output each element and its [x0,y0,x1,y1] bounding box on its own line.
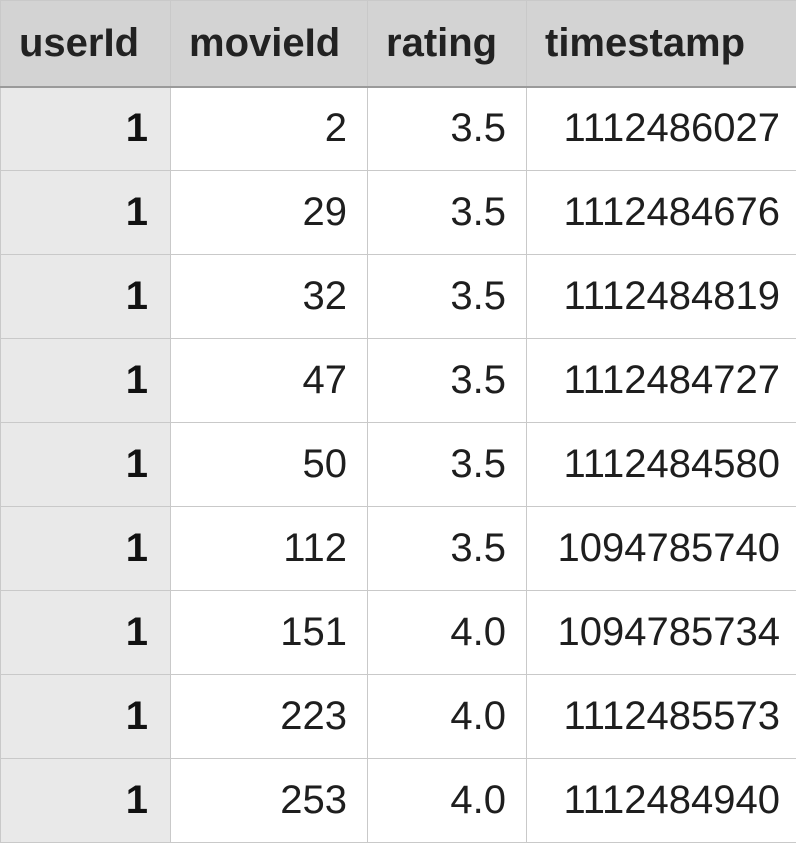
table-row: 1 50 3.5 1112484580 [0,422,796,507]
cell-timestamp: 1112484819 [526,254,796,339]
cell-rating: 4.0 [367,674,527,759]
column-header-timestamp: timestamp [526,0,796,88]
cell-userid: 1 [0,170,171,255]
cell-movieid: 253 [170,758,368,843]
cell-userid: 1 [0,86,171,171]
table-row: 1 29 3.5 1112484676 [0,170,796,255]
table-row: 1 253 4.0 1112484940 [0,758,796,843]
cell-timestamp: 1112486027 [526,86,796,171]
cell-movieid: 151 [170,590,368,675]
column-header-movieid: movieId [170,0,368,88]
table-row: 1 112 3.5 1094785740 [0,506,796,591]
cell-timestamp: 1112485573 [526,674,796,759]
cell-userid: 1 [0,338,171,423]
cell-timestamp: 1112484940 [526,758,796,843]
cell-userid: 1 [0,590,171,675]
cell-userid: 1 [0,254,171,339]
table-row: 1 151 4.0 1094785734 [0,590,796,675]
table-header: userId movieId rating timestamp [0,0,796,88]
cell-rating: 4.0 [367,758,527,843]
cell-userid: 1 [0,758,171,843]
cell-movieid: 2 [170,86,368,171]
table-row: 1 223 4.0 1112485573 [0,674,796,759]
cell-rating: 3.5 [367,170,527,255]
table-row: 1 47 3.5 1112484727 [0,338,796,423]
column-header-rating: rating [367,0,527,88]
cell-userid: 1 [0,506,171,591]
header-row: userId movieId rating timestamp [0,0,796,88]
cell-rating: 4.0 [367,590,527,675]
cell-movieid: 223 [170,674,368,759]
cell-userid: 1 [0,422,171,507]
cell-rating: 3.5 [367,422,527,507]
cell-movieid: 32 [170,254,368,339]
cell-movieid: 29 [170,170,368,255]
cell-movieid: 50 [170,422,368,507]
cell-movieid: 112 [170,506,368,591]
cell-timestamp: 1094785740 [526,506,796,591]
cell-timestamp: 1112484727 [526,338,796,423]
column-header-userid: userId [0,0,171,88]
cell-userid: 1 [0,674,171,759]
cell-timestamp: 1094785734 [526,590,796,675]
table-row: 1 32 3.5 1112484819 [0,254,796,339]
cell-rating: 3.5 [367,506,527,591]
table-body: 1 2 3.5 1112486027 1 29 3.5 1112484676 1… [0,86,796,843]
cell-rating: 3.5 [367,338,527,423]
table-row: 1 2 3.5 1112486027 [0,86,796,171]
cell-rating: 3.5 [367,254,527,339]
cell-movieid: 47 [170,338,368,423]
cell-timestamp: 1112484580 [526,422,796,507]
cell-timestamp: 1112484676 [526,170,796,255]
cell-rating: 3.5 [367,86,527,171]
